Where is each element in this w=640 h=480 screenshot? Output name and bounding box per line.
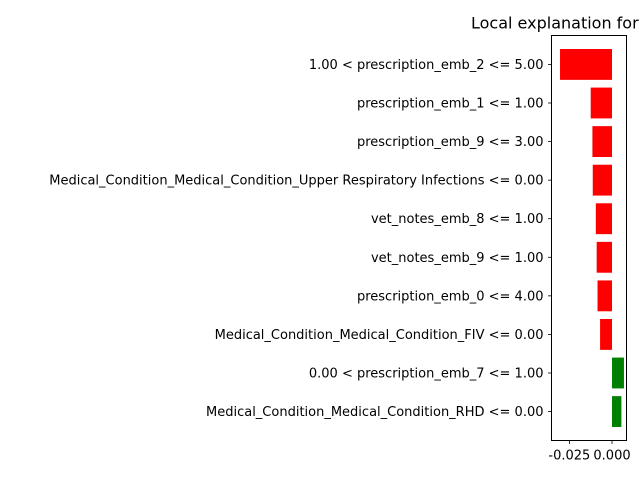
y-tick-label-3: Medical_Condition_Medical_Condition_Uppe… [49,174,543,189]
bar-6 [597,280,613,312]
y-tick-label-8: 0.00 < prescription_emb_7 <= 1.00 [309,367,544,382]
y-tick-label-7: Medical_Condition_Medical_Condition_FIV … [215,328,544,343]
y-tick-label-0: 1.00 < prescription_emb_2 <= 5.00 [309,58,544,73]
y-axis-ticks: 1.00 < prescription_emb_2 <= 5.00 prescri… [49,58,552,420]
bar-7 [600,319,613,350]
y-tick-label-2: prescription_emb_9 <= 3.00 [357,135,544,150]
x-axis-ticks: -0.025 0.000 [548,440,631,464]
y-tick-label-4: vet_notes_emb_8 <= 1.00 [371,212,544,227]
bar-0 [560,49,613,80]
y-tick-label-6: prescription_emb_0 <= 4.00 [357,289,544,304]
bar-2 [592,126,613,157]
bar-9 [612,396,622,427]
bar-8 [612,357,624,389]
y-tick-label-5: vet_notes_emb_9 <= 1.00 [371,251,544,266]
bar-3 [592,164,613,196]
plot-frame [551,35,627,441]
y-tick-label-9: Medical_Condition_Medical_Condition_RHD … [206,405,544,420]
x-tick-label-1: 0.000 [593,449,630,464]
bar-4 [595,203,613,235]
x-tick-label-0: -0.025 [548,449,590,464]
bar-5 [596,241,613,273]
y-tick-label-1: prescription_emb_1 <= 1.00 [357,97,544,112]
bars [560,49,624,427]
chart-title: Local explanation for [471,14,639,33]
bar-1 [590,87,613,119]
